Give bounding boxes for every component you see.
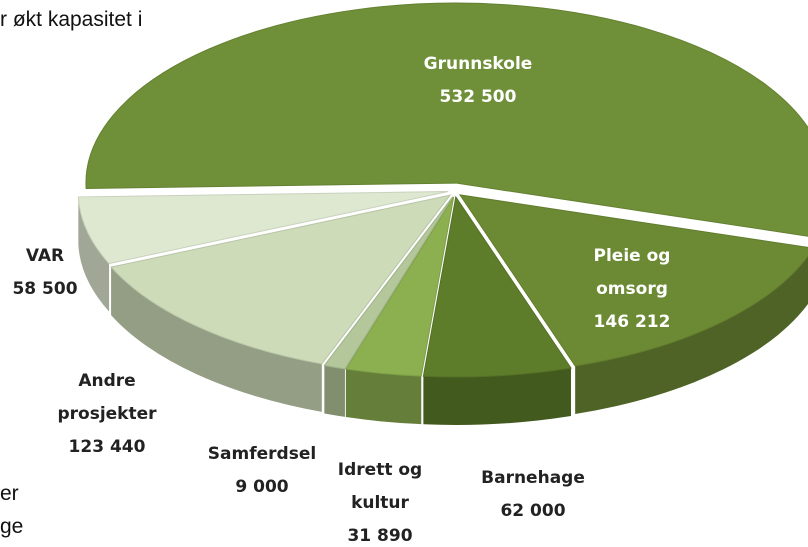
slice-label: Grunnskole 532 500 bbox=[403, 48, 553, 114]
slice-name: Barnehage bbox=[481, 468, 585, 488]
slice-value: 123 440 bbox=[68, 437, 146, 457]
slice-side bbox=[575, 255, 808, 414]
top-layer bbox=[77, 2, 808, 378]
slice-side bbox=[78, 196, 110, 312]
pie-slice bbox=[323, 196, 454, 370]
slice-label: Pleie og omsorg 146 212 bbox=[572, 240, 692, 339]
pie-slice bbox=[85, 2, 808, 237]
side-layer bbox=[78, 196, 808, 425]
slice-value: 532 500 bbox=[439, 87, 517, 107]
slice-side bbox=[345, 369, 422, 425]
slice-side bbox=[423, 368, 571, 425]
text-fragment: r økt kapasitet i bbox=[0, 8, 143, 31]
slice-label: Barnehage 62 000 bbox=[458, 462, 608, 528]
slice-label: Idrett og kultur 31 890 bbox=[325, 454, 435, 547]
slice-name: Pleie og omsorg bbox=[593, 246, 671, 299]
slice-value: 146 212 bbox=[593, 312, 671, 332]
slice-label: Andre prosjekter 123 440 bbox=[32, 365, 182, 464]
text-fragment: er bbox=[0, 482, 19, 505]
slice-label: VAR 58 500 bbox=[0, 240, 90, 306]
text-fragment: ge bbox=[0, 515, 24, 538]
pie-slice bbox=[458, 194, 808, 367]
pie-slice bbox=[345, 196, 455, 377]
pie-slice bbox=[422, 195, 572, 378]
slice-value: 62 000 bbox=[500, 501, 566, 521]
slice-name: Samferdsel bbox=[207, 444, 317, 464]
slice-name: VAR bbox=[25, 246, 65, 266]
pie-slice bbox=[110, 194, 452, 365]
slice-value: 9 000 bbox=[235, 477, 289, 497]
slice-label: Samferdsel 9 000 bbox=[187, 438, 337, 504]
slice-side bbox=[111, 267, 322, 412]
slice-value: 58 500 bbox=[12, 279, 78, 299]
slice-side bbox=[324, 365, 345, 417]
slice-name: Grunnskole bbox=[423, 54, 533, 74]
slice-value: 31 890 bbox=[347, 526, 413, 546]
pie-slice bbox=[77, 191, 449, 265]
slice-name: Idrett og kultur bbox=[337, 460, 423, 513]
slice-name: Andre prosjekter bbox=[57, 371, 157, 424]
